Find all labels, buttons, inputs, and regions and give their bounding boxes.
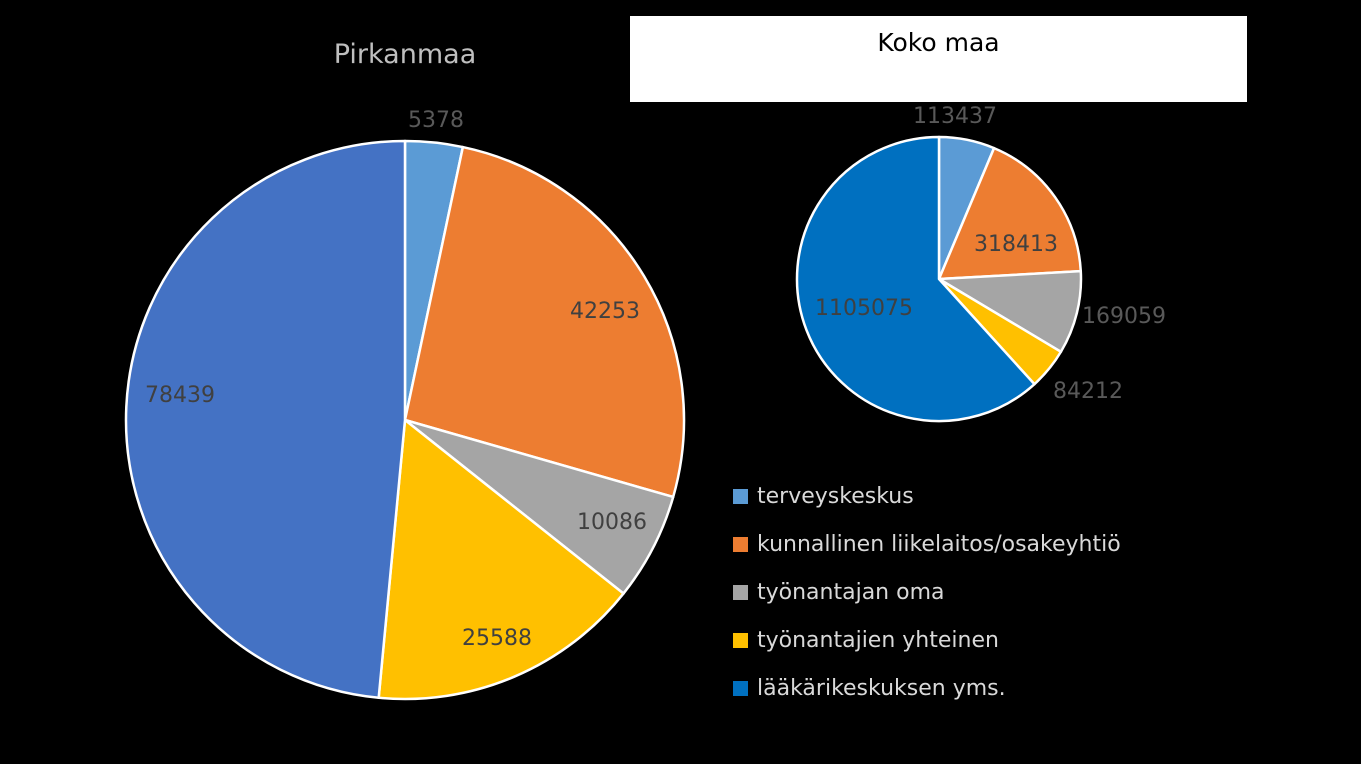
chart-title-box-koko-maa: Koko maa — [630, 16, 1247, 102]
legend-swatch — [733, 681, 748, 696]
data-label-tyonantajien-yhteinen: 84212 — [1053, 379, 1123, 404]
pie-pirkanmaa: 5378 42253 10086 25588 78439 — [126, 108, 684, 699]
legend-label: lääkärikeskuksen yms. — [757, 676, 1006, 701]
legend-label: työnantajan oma — [757, 580, 944, 605]
data-label-tyonantajan-oma: 10086 — [577, 510, 647, 535]
legend: terveyskeskus kunnallinen liikelaitos/os… — [733, 472, 1233, 712]
legend-label: työnantajien yhteinen — [757, 628, 999, 653]
legend-label: kunnallinen liikelaitos/osakeyhtiö — [757, 532, 1121, 557]
data-label-laakarikeskus: 78439 — [145, 383, 215, 408]
chart-title-pirkanmaa: Pirkanmaa — [334, 39, 477, 70]
legend-swatch — [733, 585, 748, 600]
data-label-terveyskeskus: 113437 — [913, 104, 997, 129]
data-label-laakarikeskus: 1105075 — [815, 296, 913, 321]
legend-item-tyonantajien-yhteinen: työnantajien yhteinen — [733, 616, 1233, 664]
data-label-tyonantajan-oma: 169059 — [1082, 304, 1166, 329]
legend-swatch — [733, 489, 748, 504]
data-label-kunnallinen: 42253 — [570, 299, 640, 324]
data-label-tyonantajien-yhteinen: 25588 — [462, 626, 532, 651]
legend-item-laakarikeskus: lääkärikeskuksen yms. — [733, 664, 1233, 712]
legend-item-kunnallinen: kunnallinen liikelaitos/osakeyhtiö — [733, 520, 1233, 568]
legend-item-tyonantajan-oma: työnantajan oma — [733, 568, 1233, 616]
data-label-kunnallinen: 318413 — [974, 232, 1058, 257]
legend-swatch — [733, 633, 748, 648]
pie-slice-laakarikeskus — [126, 141, 405, 698]
pie-koko-maa: 113437 318413 169059 84212 1105075 — [797, 104, 1166, 421]
legend-label: terveyskeskus — [757, 484, 914, 509]
legend-item-terveyskeskus: terveyskeskus — [733, 472, 1233, 520]
legend-swatch — [733, 537, 748, 552]
data-label-terveyskeskus: 5378 — [408, 108, 464, 133]
chart-title-koko-maa: Koko maa — [630, 28, 1247, 57]
